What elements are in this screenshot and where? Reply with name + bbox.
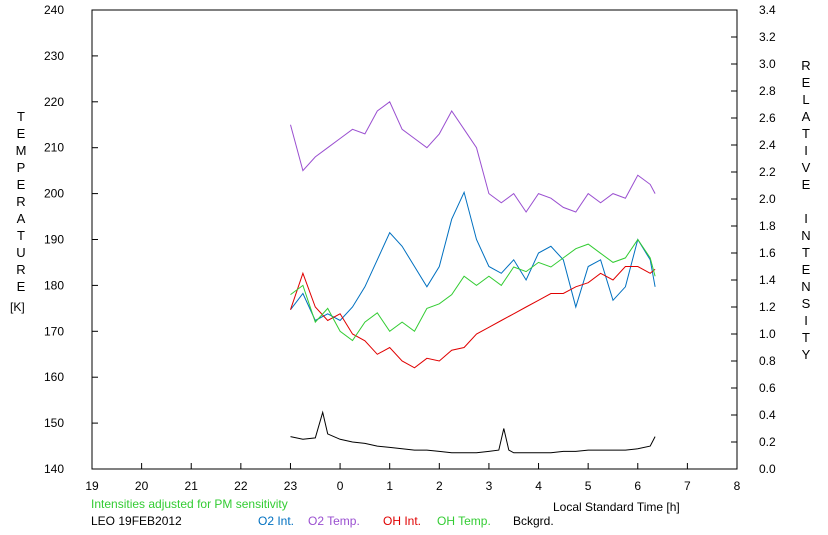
y-left-ticks: 140 150 160 170 180 190 200 210 220 230 240 (44, 3, 98, 476)
y-right-tick-label: 3.2 (759, 30, 776, 44)
y-left-tick-label: 190 (44, 233, 64, 247)
axis-title-letter (797, 193, 815, 210)
legend-item: O2 Int. (258, 514, 295, 528)
y-left-tick-label: 160 (44, 370, 64, 384)
axis-title-letter: T (17, 228, 25, 243)
series-line-oh-int (290, 266, 656, 369)
series-lines (290, 101, 656, 454)
y-axis-unit-left: [K] (10, 300, 25, 314)
series-line-bckgrd (290, 410, 656, 454)
y-right-tick-label: 0.2 (759, 435, 776, 449)
axis-title-letter: R (16, 194, 26, 209)
axis-title-letter: A (801, 109, 811, 124)
axis-title-letter: E (16, 279, 26, 294)
intensity-adjust-note: Intensities adjusted for PM sensitivity (91, 497, 288, 511)
y-right-tick-label: 1.0 (759, 327, 776, 341)
x-tick-label: 3 (486, 479, 493, 493)
series-line-o2-int (290, 190, 656, 322)
series-line-oh-temp (290, 238, 656, 342)
axis-title-letter: R (801, 58, 811, 73)
legend-item: OH Int. (383, 514, 422, 528)
x-tick-label: 21 (185, 479, 199, 493)
axis-title-letter: P (16, 160, 26, 175)
y-left-tick-label: 220 (44, 95, 64, 109)
axis-title-letter: E (801, 177, 811, 192)
y-right-tick-label: 1.4 (759, 273, 776, 287)
x-tick-label: 20 (135, 479, 149, 493)
y-left-tick-label: 170 (44, 324, 64, 338)
axis-title-letter: T (802, 330, 810, 345)
y-right-tick-label: 0.8 (759, 354, 776, 368)
axis-title-letter: T (802, 126, 810, 141)
axis-title-letter: I (804, 313, 808, 328)
x-axis-title: Local Standard Time [h] (553, 500, 680, 514)
y-right-tick-label: 0.4 (759, 408, 776, 422)
legend-item: O2 Temp. (308, 514, 360, 528)
y-left-tick-label: 150 (44, 416, 64, 430)
x-tick-label: 19 (85, 479, 99, 493)
axis-title-letter: N (801, 279, 811, 294)
x-tick-label: 0 (337, 479, 344, 493)
axis-title-letter: U (16, 245, 26, 260)
legend-item: Bckgrd. (513, 514, 554, 528)
y-right-ticks: 0.0 0.2 0.4 0.6 0.8 1.0 1.2 1.4 1.6 1.8 2.0 2.2 2.4 2… (731, 3, 776, 476)
axis-title-letter: T (17, 109, 25, 124)
y-right-tick-label: 2.6 (759, 111, 776, 125)
x-tick-label: 2 (436, 479, 443, 493)
axis-title-letter: E (16, 126, 26, 141)
axis-title-letter: T (802, 245, 810, 260)
station-date-label: LEO 19FEB2012 (91, 514, 182, 528)
axis-title-letter: N (801, 228, 811, 243)
axis-title-letter: M (15, 143, 27, 158)
x-tick-label: 7 (684, 479, 691, 493)
y-right-tick-label: 2.8 (759, 84, 776, 98)
y-right-tick-label: 2.2 (759, 165, 776, 179)
x-tick-label: 1 (386, 479, 393, 493)
axis-title-letter: E (16, 177, 26, 192)
plot-frame (91, 9, 738, 470)
x-tick-label: 4 (535, 479, 542, 493)
axis-title-letter: E (801, 75, 811, 90)
y-left-tick-label: 140 (44, 462, 64, 476)
series-line-o2-temp (290, 101, 656, 213)
y-right-tick-label: 3.0 (759, 57, 776, 71)
y-left-tick-label: 210 (44, 141, 64, 155)
x-tick-label: 23 (284, 479, 298, 493)
y-right-tick-label: 1.6 (759, 246, 776, 260)
y-right-tick-label: 0.0 (759, 462, 776, 476)
x-tick-label: 22 (234, 479, 248, 493)
y-right-tick-label: 1.8 (759, 219, 776, 233)
x-tick-label: 6 (634, 479, 641, 493)
axis-title-letter: I (804, 143, 808, 158)
axis-title-letter: V (801, 160, 811, 175)
axis-title-letter: L (802, 92, 810, 107)
y-right-tick-label: 2.0 (759, 192, 776, 206)
axis-title-letter: S (801, 296, 811, 311)
axis-title-letter: I (804, 211, 808, 226)
y-left-tick-label: 180 (44, 278, 64, 292)
y-right-tick-label: 1.2 (759, 300, 776, 314)
legend-item: OH Temp. (437, 514, 491, 528)
axis-title-letter: A (16, 211, 26, 226)
axis-title-letter: E (801, 262, 811, 277)
x-tick-label: 8 (734, 479, 741, 493)
y-left-tick-label: 230 (44, 49, 64, 63)
y-right-tick-label: 3.4 (759, 3, 776, 17)
x-tick-label: 5 (585, 479, 592, 493)
x-ticks: 19 20 21 22 23 0 1 2 3 4 5 6 7 8 (85, 463, 741, 493)
axis-title-letter: Y (801, 347, 811, 362)
y-left-tick-label: 200 (44, 187, 64, 201)
y-right-tick-label: 0.6 (759, 381, 776, 395)
y-left-tick-label: 240 (44, 3, 64, 17)
axis-title-letter: R (16, 262, 26, 277)
y-right-tick-label: 2.4 (759, 138, 776, 152)
